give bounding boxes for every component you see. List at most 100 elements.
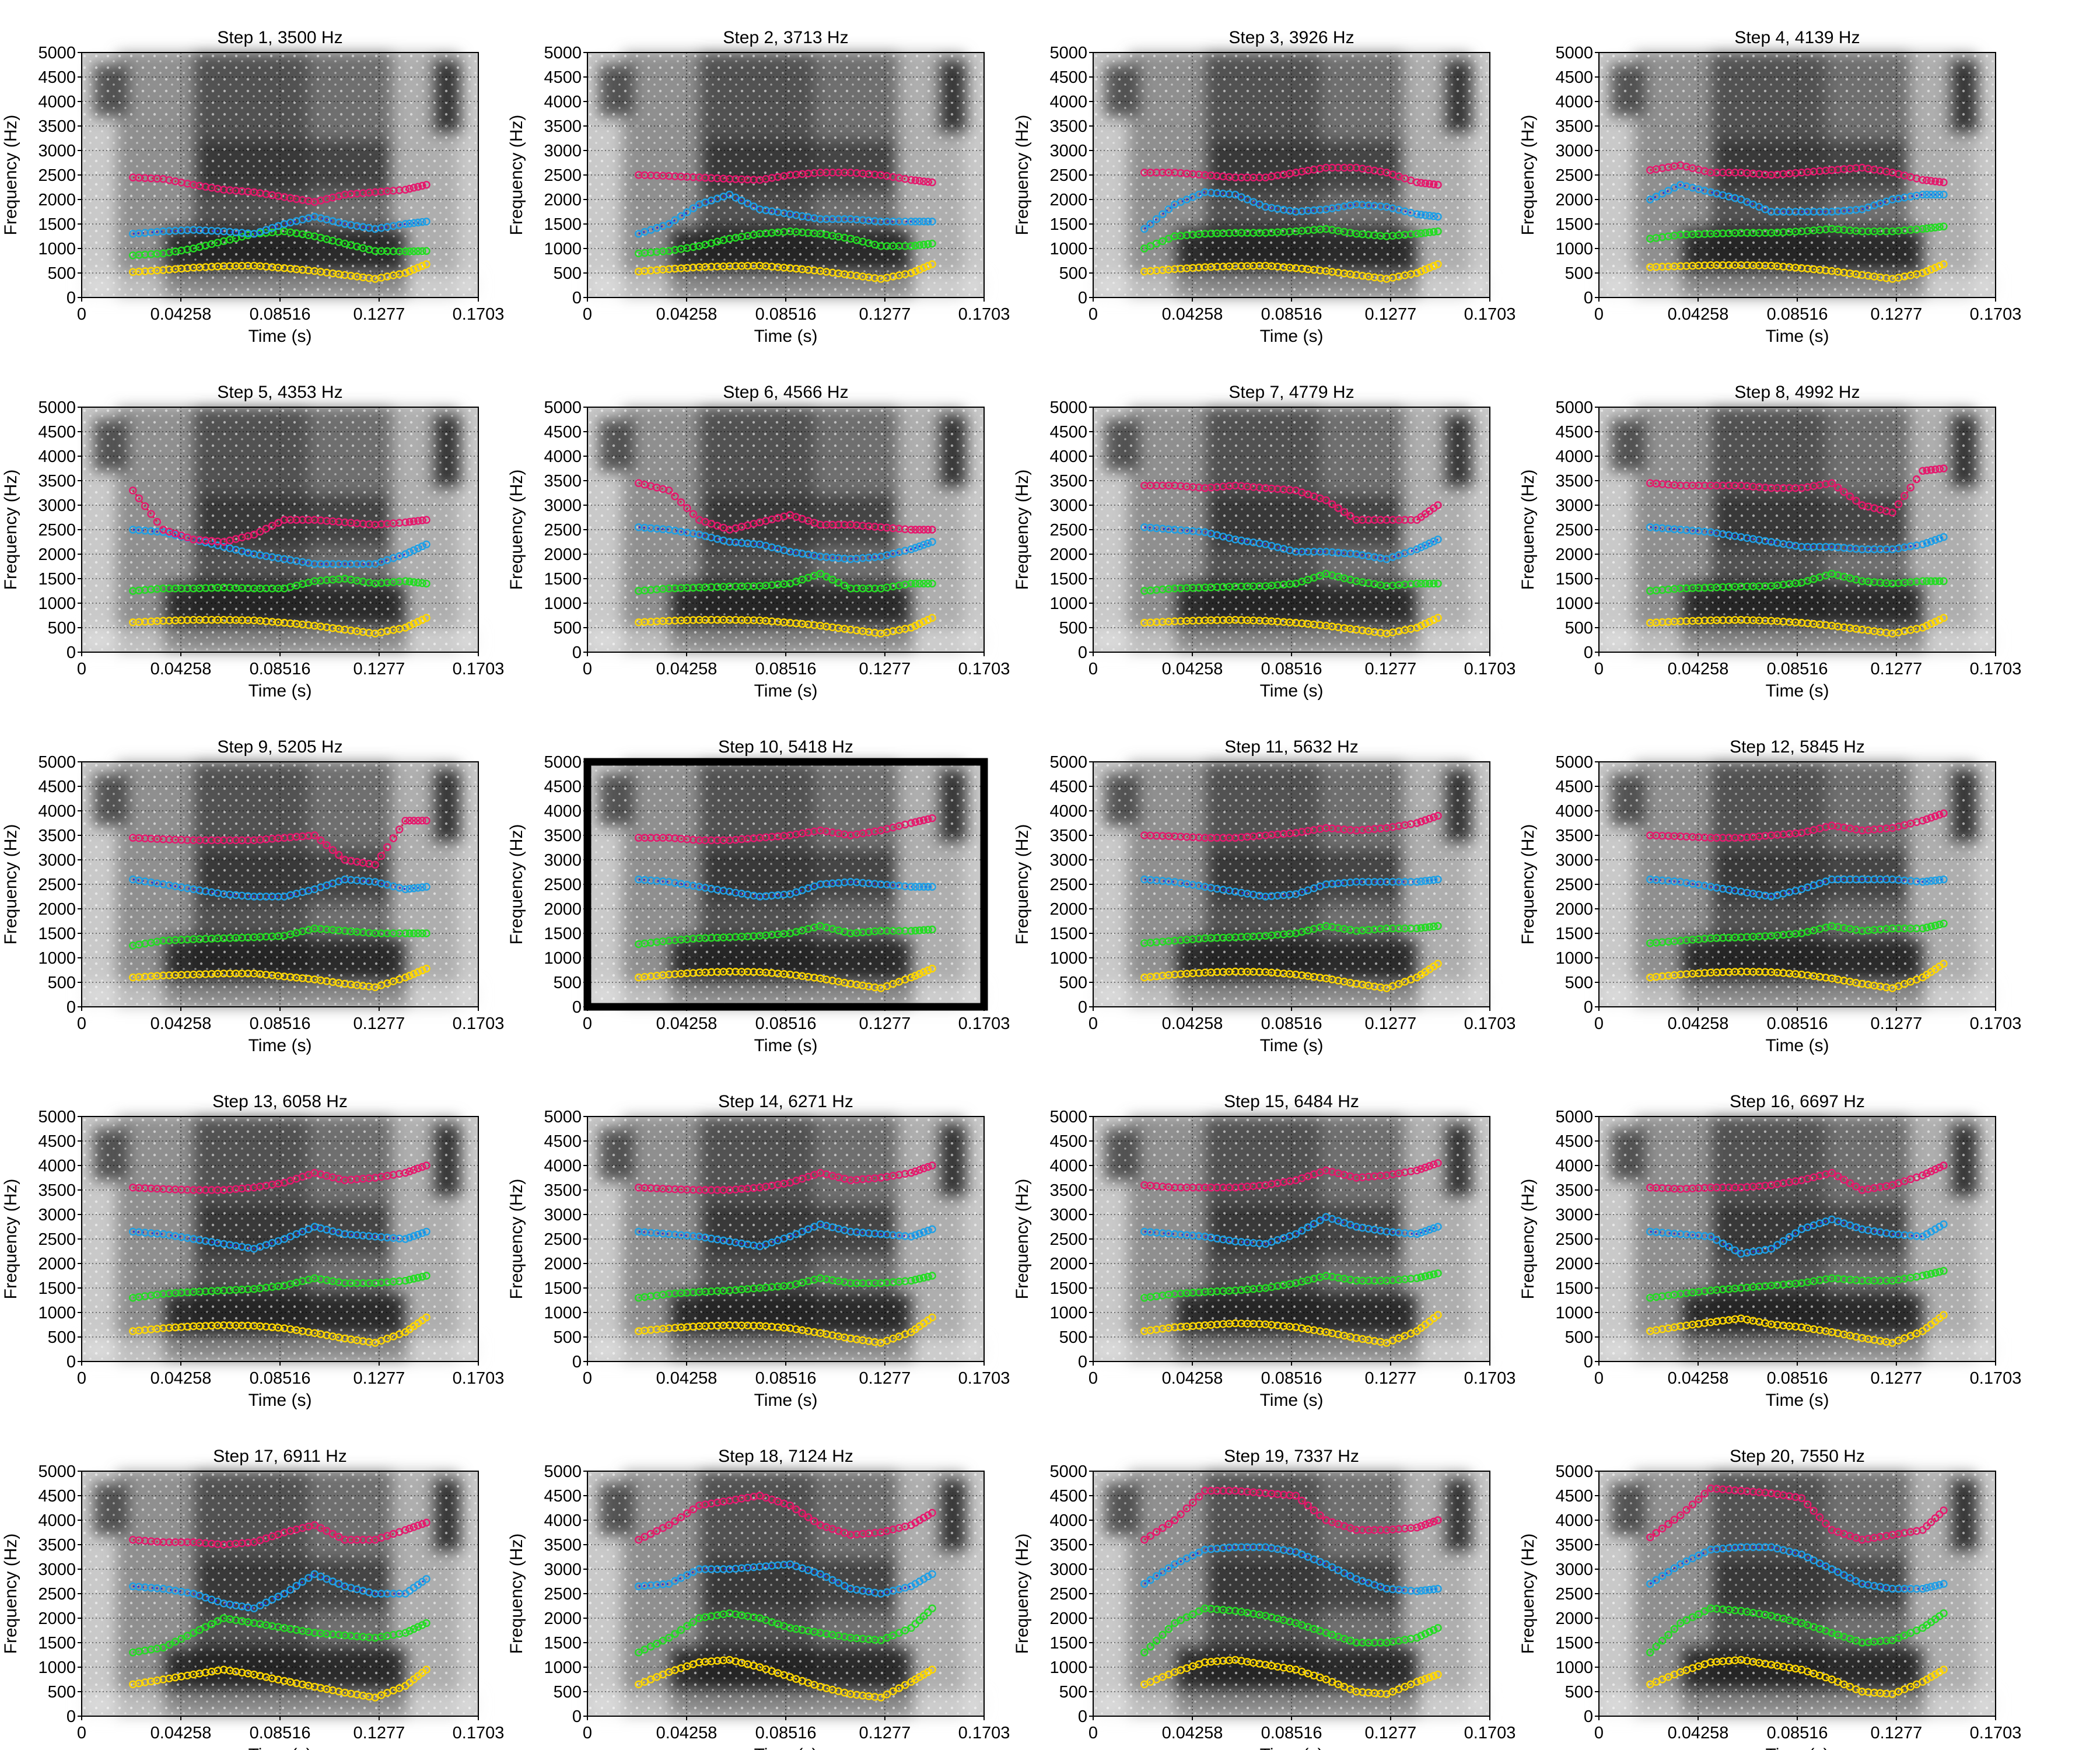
panel-17: Step 17, 6911 Hz 0 500 1000 1500 2000 2500 3000… [1,1447,504,1750]
point-f1 [405,621,414,630]
y-tick-label: 500 [1565,1328,1593,1347]
x-tick-label: 0 [1088,1014,1098,1033]
y-tick-label: 2000 [1049,191,1087,209]
point-f1 [422,964,430,973]
x-tick-label: 0.04258 [150,1724,212,1742]
y-tick-label: 2500 [38,1585,76,1604]
point-f4 [1940,178,1948,187]
x-tick-label: 0.04258 [150,660,212,678]
point-f4 [1152,1528,1161,1536]
point-f4 [268,522,276,530]
point-f3 [677,212,685,220]
point-f1 [1425,264,1434,272]
x-tick-label: 0.04258 [656,305,718,324]
y-tick-label: 4000 [1049,1157,1087,1175]
point-f3 [665,1580,673,1588]
point-f2 [410,1625,418,1633]
y-tick-label: 3500 [544,117,582,136]
y-tick-label: 4500 [1555,423,1593,442]
point-f1 [1940,1665,1948,1674]
y-tick-label: 1000 [1049,1304,1087,1322]
point-f4 [919,177,928,186]
point-f4 [1828,479,1836,487]
point-f3 [1158,1568,1167,1576]
y-tick-label: 2500 [1049,876,1087,894]
point-f3 [911,1231,919,1240]
track-f2 [638,572,932,592]
point-f1 [422,260,430,268]
y-tick-label: 2500 [1555,876,1593,894]
point-f3 [1434,875,1442,884]
point-f2 [915,926,924,935]
point-f2 [1421,229,1430,237]
point-f3 [1940,190,1948,199]
y-tick-label: 3000 [544,851,582,870]
point-f2 [834,579,843,587]
x-tick-label: 0.08516 [1261,660,1322,678]
point-f3 [1430,1224,1438,1233]
point-f2 [1931,921,1940,930]
point-f3 [737,197,746,205]
panel-title: Step 3, 3926 Hz [1228,28,1354,47]
y-tick-label: 0 [572,289,582,307]
y-tick-label: 3000 [1555,851,1593,870]
y-tick-label: 4500 [544,778,582,796]
track-f2 [1144,228,1438,250]
point-f4 [792,1505,800,1514]
panel-title: Step 17, 6911 Hz [213,1447,347,1466]
x-axis-label: Time (s) [1766,681,1829,701]
y-tick-label: 500 [1059,1683,1087,1702]
point-f3 [418,218,426,226]
x-tick-label: 0.1703 [1970,1369,2022,1388]
x-axis-label: Time (s) [754,681,818,701]
x-tick-label: 0.1703 [958,305,1010,324]
y-tick-label: 1000 [544,1658,582,1677]
y-tick-label: 4500 [1555,1132,1593,1151]
point-f3 [1430,1585,1438,1594]
x-tick-label: 0 [77,1369,86,1388]
point-f3 [1425,1226,1434,1234]
point-f1 [907,973,915,982]
point-f3 [286,1586,295,1594]
y-tick-label: 4000 [1555,802,1593,821]
point-f3 [1434,1584,1442,1593]
x-tick-label: 0.08516 [755,305,817,324]
x-tick-label: 0.1277 [1365,1724,1417,1742]
point-f3 [298,1578,307,1586]
x-tick-label: 0.08516 [755,1369,817,1388]
y-tick-label: 4500 [1049,1487,1087,1506]
point-f2 [414,1273,422,1282]
point-f2 [405,578,414,586]
track-f4 [1650,164,1944,184]
y-tick-label: 4500 [544,423,582,442]
y-tick-label: 5000 [38,44,76,62]
y-tick-label: 1000 [1049,594,1087,613]
point-f2 [1417,924,1425,932]
y-tick-label: 500 [554,264,582,283]
y-tick-label: 3500 [544,472,582,491]
point-f3 [1421,877,1430,885]
point-f2 [1417,1273,1425,1282]
point-f1 [911,621,919,630]
panel-19: Step 19, 7337 Hz 0 500 1000 1500 2000 2500 3000… [1013,1447,1516,1750]
y-tick-label: 3000 [38,142,76,160]
point-f3 [683,208,691,216]
y-tick-label: 4000 [1555,447,1593,466]
panel-4: Step 4, 4139 Hz 0 500 1000 1500 2000 2500 3000 3… [1518,28,2021,346]
y-tick-label: 4000 [544,1157,582,1175]
y-tick-label: 4000 [1049,447,1087,466]
point-f3 [1931,536,1940,544]
point-f3 [1652,192,1660,201]
y-tick-label: 0 [66,1707,76,1726]
point-f2 [1413,1633,1421,1642]
point-f4 [383,843,391,851]
y-tick-label: 1500 [544,215,582,234]
x-axis-label: Time (s) [1260,1745,1324,1750]
point-f4 [919,1164,928,1172]
point-f4 [928,526,936,534]
point-f4 [310,1521,318,1530]
point-f2 [1195,1607,1203,1615]
point-f4 [915,526,924,534]
point-f4 [1919,467,1927,475]
y-tick-label: 500 [554,1328,582,1347]
